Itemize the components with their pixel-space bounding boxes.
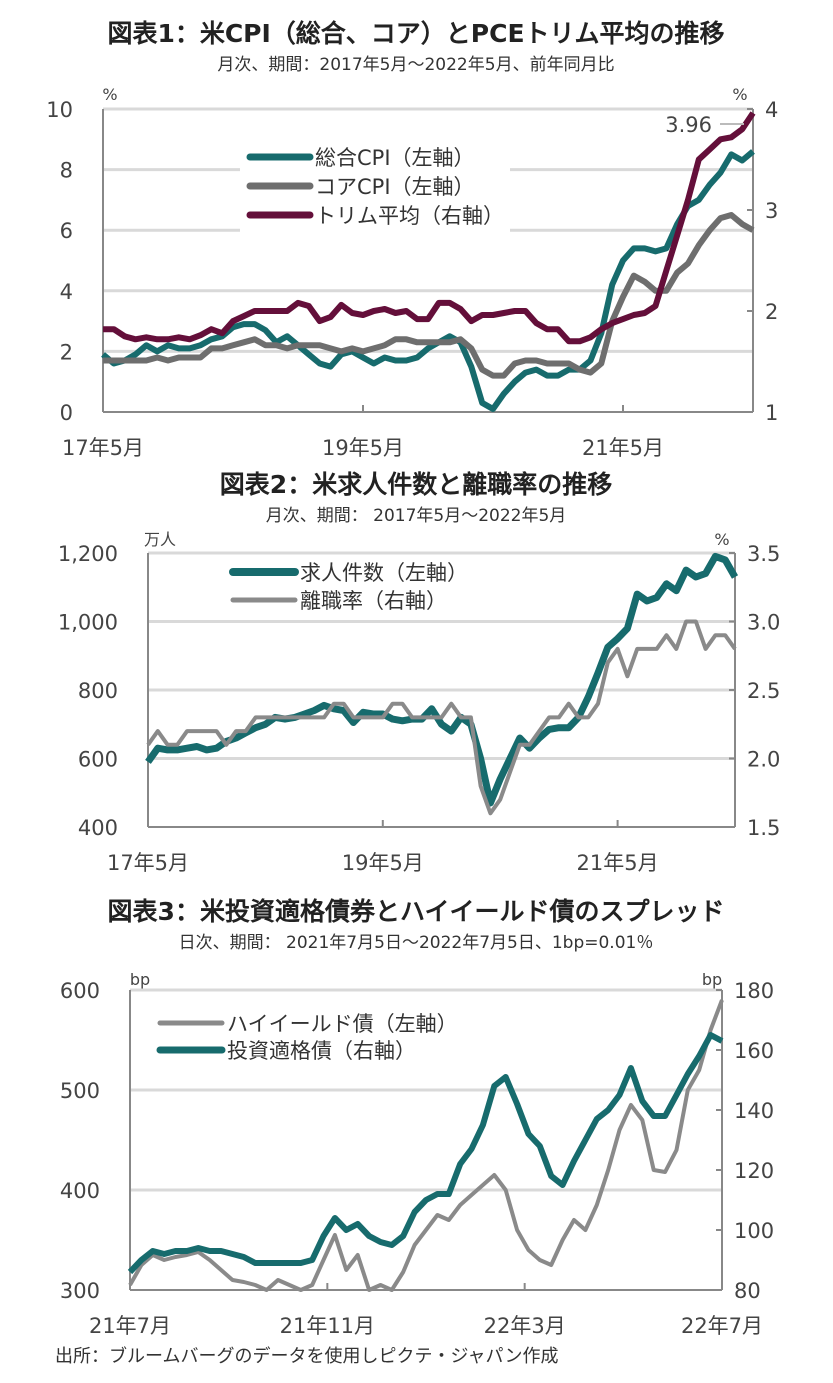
y2-tick-label: 2.5 [747, 679, 780, 703]
right-unit-label: % [714, 530, 729, 549]
chart3-title: 図表3：米投資適格債券とハイイールド債のスプレッド [108, 897, 725, 926]
x-tick-label: 19年5月 [342, 851, 424, 875]
y-tick-label: 2 [60, 340, 73, 364]
x-tick-label: 22年3月 [484, 1314, 566, 1338]
chart1-subtitle: 月次、期間：2017年5月～2022年5月、前年同月比 [217, 55, 614, 75]
legend-label: コアCPI（左軸） [315, 175, 475, 199]
y2-tick-label: 3 [765, 199, 778, 223]
chart1-title: 図表1：米CPI（総合、コア）とPCEトリム平均の推移 [107, 19, 724, 48]
y2-tick-label: 2 [765, 300, 778, 324]
x-tick-label: 17年5月 [107, 851, 189, 875]
x-tick-label: 21年5月 [577, 851, 659, 875]
legend-label: 投資適格債（右軸） [227, 1039, 416, 1063]
y-tick-label: 600 [78, 748, 118, 772]
y-tick-label: 1,200 [58, 542, 118, 566]
y2-tick-label: 160 [734, 1039, 774, 1063]
chart2: 400 600 800 1,000 1,200 1.5 2.0 2.5 3.0 3.5 17年5月 1… [58, 530, 781, 875]
y-tick-label: 1,000 [58, 611, 118, 635]
y-tick-label: 8 [60, 159, 73, 183]
x-tick-label: 22年7月 [681, 1314, 763, 1338]
chart3-subtitle: 日次、期間： 2021年7月5日～2022年7月5日、1bp=0.01％ [179, 933, 654, 953]
y-tick-label: 600 [60, 979, 100, 1003]
y-tick-label: 300 [60, 1279, 100, 1303]
legend-label: 総合CPI（左軸） [315, 146, 475, 170]
y-tick-label: 0 [60, 401, 73, 425]
y2-tick-label: 1.5 [747, 816, 780, 840]
series-line-1 [101, 149, 755, 412]
y2-tick-label: 4 [765, 98, 778, 122]
series-line-2 [146, 619, 737, 816]
y2-tick-label: 100 [734, 1219, 774, 1243]
left-unit-label: % [102, 85, 117, 104]
chart2-subtitle: 月次、期間： 2017年5月～2022年5月 [266, 506, 567, 526]
x-tick-label: 21年7月 [89, 1314, 171, 1338]
x-tick-label: 19年5月 [322, 436, 404, 460]
y2-tick-label: 1 [765, 401, 778, 425]
y2-tick-label: 140 [734, 1099, 774, 1123]
annotation-label: 3.96 [665, 113, 712, 137]
series-line-3 [103, 111, 756, 345]
y2-tick-label: 80 [734, 1279, 761, 1303]
x-tick-label: 17年5月 [62, 436, 144, 460]
y-tick-label: 400 [78, 816, 118, 840]
x-tick-label: 21年5月 [582, 436, 664, 460]
y2-tick-label: 180 [734, 979, 774, 1003]
left-unit-label: 万人 [144, 530, 176, 549]
y2-tick-label: 2.0 [747, 748, 780, 772]
y2-tick-label: 3.5 [747, 542, 780, 566]
y2-tick-label: 120 [734, 1159, 774, 1183]
y2-tick-label: 3.0 [747, 611, 780, 635]
legend-label: 求人件数（左軸） [300, 561, 468, 585]
y-tick-label: 4 [60, 280, 73, 304]
chart3: 300 400 500 600 80 100 120 140 160 180 21年7月 21年11月… [60, 970, 774, 1338]
x-tick-label: 21年11月 [280, 1314, 375, 1338]
left-unit-label: bp [130, 970, 150, 989]
y-tick-label: 400 [60, 1179, 100, 1203]
chart2-title: 図表2：米求人件数と離職率の推移 [220, 470, 612, 499]
right-unit-label: % [732, 85, 747, 104]
legend-label: ハイイールド債（左軸） [227, 1012, 458, 1036]
legend-label: 離職率（右軸） [300, 589, 447, 613]
series-line-2 [103, 212, 755, 379]
series-line-2 [127, 1032, 724, 1275]
source-note: 出所：ブルームバーグのデータを使用しピクテ・ジャパン作成 [55, 1345, 558, 1367]
y-tick-label: 500 [60, 1079, 100, 1103]
series-line-1 [128, 999, 724, 1292]
right-unit-label: bp [702, 970, 722, 989]
y-tick-label: 6 [60, 219, 73, 243]
y-tick-label: 10 [46, 98, 73, 122]
legend-label: トリム平均（右軸） [315, 204, 504, 228]
y-tick-label: 800 [78, 679, 118, 703]
